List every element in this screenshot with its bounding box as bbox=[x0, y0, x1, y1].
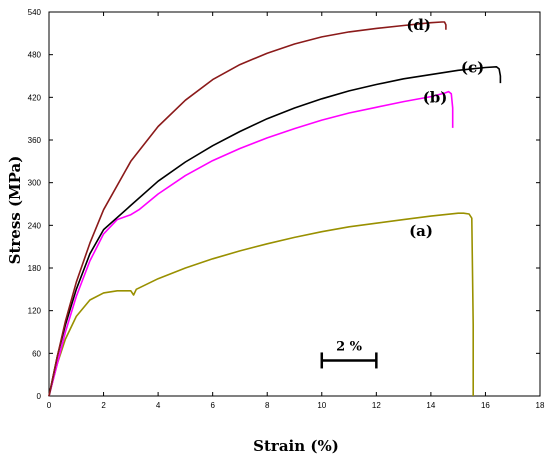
series-line-d bbox=[48, 21, 447, 397]
x-tick-label: 2 bbox=[101, 401, 106, 410]
x-tick-label: 4 bbox=[156, 401, 161, 410]
x-tick-label: 10 bbox=[317, 401, 326, 410]
y-tick-label: 0 bbox=[37, 392, 42, 401]
series-annotation-b: (b) bbox=[423, 88, 448, 106]
x-tick-label: 8 bbox=[265, 401, 270, 410]
x-tick-label: 18 bbox=[536, 401, 545, 410]
x-tick-label: 0 bbox=[47, 401, 52, 410]
y-tick-label: 240 bbox=[28, 221, 42, 230]
y-tick-label: 420 bbox=[28, 93, 42, 102]
series-annotation-c: (c) bbox=[461, 58, 484, 76]
plot-frame bbox=[48, 11, 541, 397]
series-line-c bbox=[48, 66, 502, 397]
y-tick-label: 60 bbox=[32, 349, 41, 358]
series-line-a bbox=[48, 212, 475, 397]
x-tick-label: 16 bbox=[481, 401, 490, 410]
y-tick-label: 120 bbox=[28, 307, 42, 316]
y-tick-label: 480 bbox=[28, 51, 42, 60]
x-tick-label: 12 bbox=[372, 401, 381, 410]
y-tick-label: 540 bbox=[28, 8, 42, 17]
scale-bar-label: 2 % bbox=[336, 339, 363, 354]
x-tick-label: 14 bbox=[426, 401, 435, 410]
y-axis-title: Stress (MPa) bbox=[6, 156, 24, 265]
x-axis-title: Strain (%) bbox=[253, 437, 339, 455]
y-tick-label: 300 bbox=[28, 179, 42, 188]
series-annotation-d: (d) bbox=[406, 16, 431, 34]
x-tick-label: 6 bbox=[210, 401, 215, 410]
series-annotation-a: (a) bbox=[409, 222, 433, 240]
y-tick-label: 180 bbox=[28, 264, 42, 273]
series-line-b bbox=[48, 90, 454, 397]
y-tick-label: 360 bbox=[28, 136, 42, 145]
